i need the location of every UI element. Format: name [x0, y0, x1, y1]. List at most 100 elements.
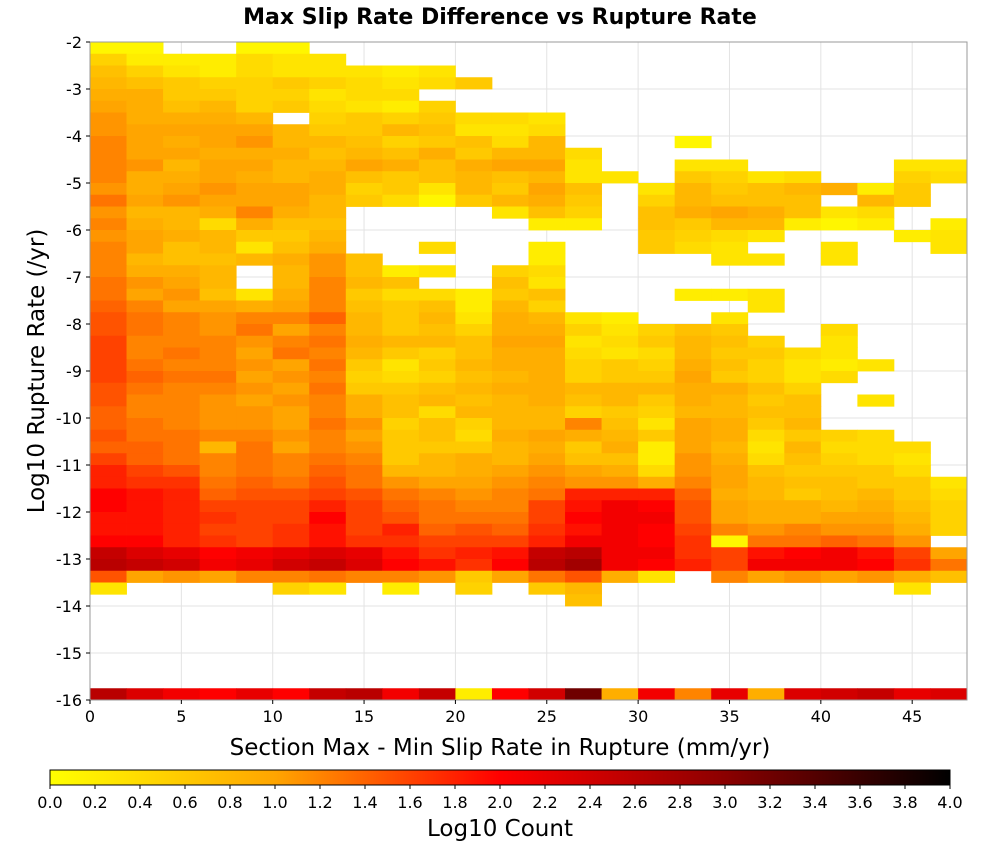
heatmap-cell — [272, 253, 310, 266]
heatmap-cell — [418, 500, 456, 513]
heatmap-cell — [857, 218, 895, 231]
heatmap-cell — [345, 465, 383, 478]
heatmap-cell — [857, 359, 895, 372]
heatmap-cell — [820, 465, 858, 478]
heatmap-cell — [638, 406, 676, 419]
heatmap-cell — [272, 136, 310, 149]
heatmap-cell — [711, 500, 749, 513]
heatmap-cell — [930, 559, 968, 572]
heatmap-cell — [784, 406, 822, 419]
heatmap-cell — [601, 488, 639, 501]
heatmap-cell — [345, 100, 383, 113]
heatmap-cell — [199, 194, 237, 207]
heatmap-cell — [491, 570, 529, 583]
heatmap-cell — [418, 512, 456, 525]
heatmap-cell — [711, 371, 749, 384]
heatmap-cell — [126, 371, 164, 384]
heatmap-cell — [382, 429, 420, 442]
x-tick-label: 10 — [263, 707, 283, 726]
heatmap-cell — [930, 688, 968, 701]
heatmap-cell — [565, 429, 602, 442]
heatmap-cell — [309, 300, 347, 313]
heatmap-cell — [236, 688, 274, 701]
heatmap-cell — [90, 147, 127, 160]
heatmap-cell — [345, 688, 383, 701]
heatmap-cell — [528, 324, 566, 337]
heatmap-cell — [126, 159, 164, 172]
heatmap-cell — [163, 277, 201, 290]
heatmap-cell — [418, 429, 456, 442]
heatmap-cell — [930, 171, 968, 184]
heatmap-cell — [711, 453, 749, 466]
heatmap-cell — [90, 324, 127, 337]
heatmap-cell — [345, 147, 383, 160]
heatmap-cell — [345, 171, 383, 184]
heatmap-cell — [236, 100, 274, 113]
heatmap-cell — [418, 183, 456, 196]
heatmap-cell — [455, 441, 493, 454]
heatmap-cell — [565, 159, 602, 172]
heatmap-cell — [199, 241, 237, 254]
x-axis-ticks: 0 5 10 15 20 25 30 35 40 45 — [85, 700, 922, 726]
heatmap-cell — [528, 136, 566, 149]
heatmap-cell — [163, 183, 201, 196]
heatmap-cell — [309, 359, 347, 372]
heatmap-cell — [163, 535, 201, 548]
heatmap-cell — [272, 582, 310, 595]
heatmap-cell — [565, 147, 602, 160]
heatmap-cell — [674, 523, 712, 536]
heatmap-cell — [236, 159, 274, 172]
heatmap-cell — [565, 476, 602, 489]
heatmap-cell — [638, 194, 676, 207]
heatmap-cell — [711, 488, 749, 501]
heatmap-cell — [528, 147, 566, 160]
heatmap-cell — [126, 183, 164, 196]
heatmap-cell — [126, 512, 164, 525]
heatmap-cell — [163, 559, 201, 572]
colorbar-tick-label: 3.0 — [712, 793, 737, 812]
heatmap-cell — [418, 124, 456, 137]
heatmap-cell — [601, 441, 639, 454]
heatmap-cell — [236, 465, 274, 478]
heatmap-cell — [272, 429, 310, 442]
heatmap-cell — [674, 512, 712, 525]
heatmap-cell — [455, 194, 493, 207]
heatmap-cell — [528, 253, 566, 266]
heatmap-cell — [382, 488, 420, 501]
heatmap-cell — [199, 359, 237, 372]
heatmap-cell — [893, 582, 931, 595]
heatmap-cell — [528, 171, 566, 184]
heatmap-cell — [930, 159, 968, 172]
heatmap-cell — [674, 335, 712, 348]
heatmap-cell — [638, 206, 676, 219]
heatmap-cell — [711, 288, 749, 301]
heatmap-cell — [272, 218, 310, 231]
heatmap-cell — [126, 523, 164, 536]
heatmap-cell — [455, 136, 493, 149]
heatmap-cell — [528, 183, 566, 196]
heatmap-cell — [345, 300, 383, 313]
heatmap-cell — [199, 206, 237, 219]
heatmap-cell — [820, 347, 858, 360]
heatmap-cell — [820, 535, 858, 548]
heatmap-cell — [857, 465, 895, 478]
x-tick-label: 0 — [85, 707, 95, 726]
heatmap-cell — [272, 476, 310, 489]
heatmap-cell — [199, 441, 237, 454]
heatmap-cell — [126, 147, 164, 160]
heatmap-cell — [345, 324, 383, 337]
heatmap-cell — [565, 335, 602, 348]
heatmap-cell — [491, 382, 529, 395]
heatmap-cell — [418, 418, 456, 431]
heatmap-cell — [528, 382, 566, 395]
heatmap-cell — [857, 500, 895, 513]
heatmap-cell — [747, 406, 785, 419]
heatmap-cell — [565, 488, 602, 501]
heatmap-cell — [638, 559, 676, 572]
heatmap-cell — [309, 335, 347, 348]
heatmap-cell — [272, 89, 310, 102]
heatmap-cell — [163, 300, 201, 313]
heatmap-cell — [784, 418, 822, 431]
y-tick-label: -14 — [56, 597, 82, 616]
heatmap-cell — [236, 253, 274, 266]
